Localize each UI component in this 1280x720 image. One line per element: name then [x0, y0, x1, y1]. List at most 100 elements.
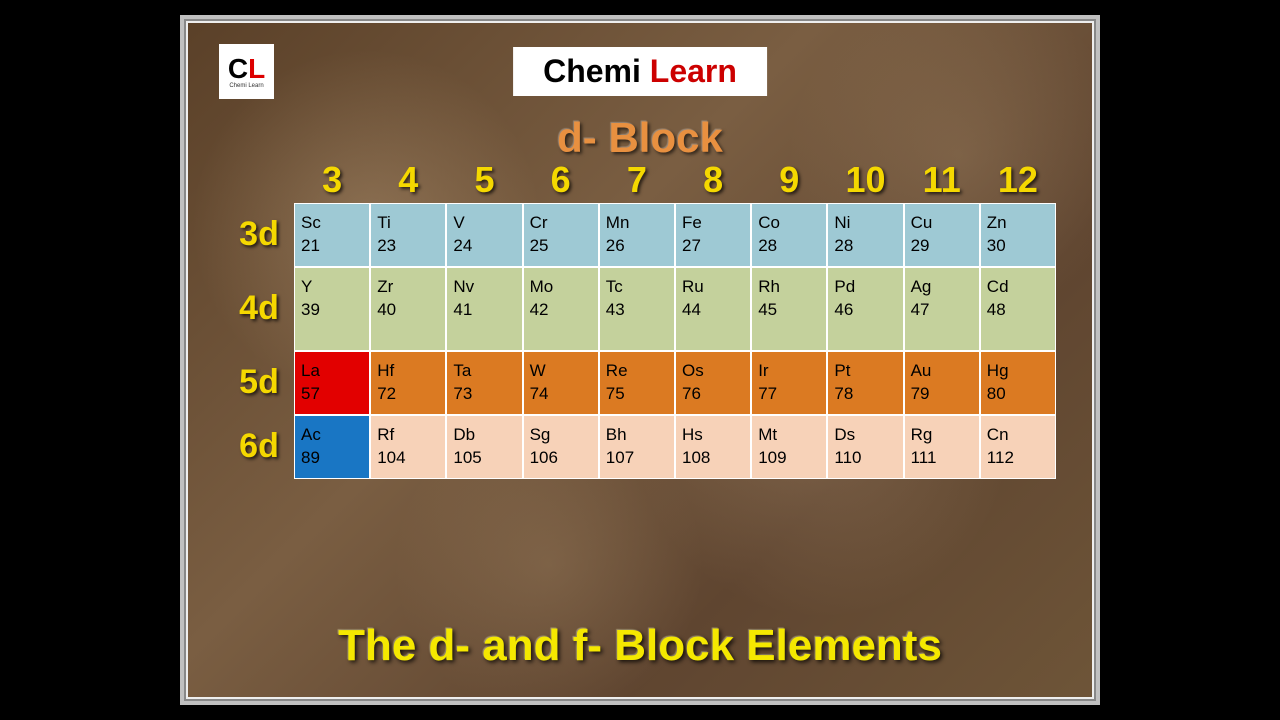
- element-symbol: Ta: [453, 360, 515, 383]
- element-cell-Os: Os76: [675, 351, 751, 415]
- element-grid: 3dSc21Ti23V24Cr25Mn26Fe27Co28Ni28Cu29Zn3…: [224, 203, 1056, 479]
- element-number: 40: [377, 299, 439, 322]
- element-symbol: Y: [301, 276, 363, 299]
- element-cell-Sc: Sc21: [294, 203, 370, 267]
- element-cell-Pt: Pt78: [827, 351, 903, 415]
- column-header-12: 12: [980, 159, 1056, 201]
- brand-banner: Chemi Learn: [513, 47, 767, 96]
- banner-part1: Chemi: [543, 53, 650, 89]
- element-cell-W: W74: [523, 351, 599, 415]
- element-number: 89: [301, 447, 363, 470]
- row-label-6d: 6d: [224, 415, 294, 479]
- element-number: 43: [606, 299, 668, 322]
- element-symbol: W: [530, 360, 592, 383]
- element-symbol: Fe: [682, 212, 744, 235]
- element-symbol: Cr: [530, 212, 592, 235]
- element-symbol: Db: [453, 424, 515, 447]
- column-header-9: 9: [751, 159, 827, 201]
- element-number: 79: [911, 383, 973, 406]
- element-number: 48: [987, 299, 1049, 322]
- element-symbol: Cu: [911, 212, 973, 235]
- element-number: 41: [453, 299, 515, 322]
- element-symbol: Zr: [377, 276, 439, 299]
- element-cell-Y: Y39: [294, 267, 370, 351]
- element-number: 78: [834, 383, 896, 406]
- logo-subtext: Chemi Learn: [229, 83, 263, 89]
- element-number: 105: [453, 447, 515, 470]
- element-symbol: V: [453, 212, 515, 235]
- element-number: 45: [758, 299, 820, 322]
- element-number: 109: [758, 447, 820, 470]
- column-header-11: 11: [904, 159, 980, 201]
- element-cell-Ta: Ta73: [446, 351, 522, 415]
- column-header-8: 8: [675, 159, 751, 201]
- logo-badge: CL Chemi Learn: [219, 44, 274, 99]
- element-number: 77: [758, 383, 820, 406]
- element-number: 108: [682, 447, 744, 470]
- element-cell-Nv: Nv41: [446, 267, 522, 351]
- element-symbol: Bh: [606, 424, 668, 447]
- element-symbol: Rf: [377, 424, 439, 447]
- element-symbol: Re: [606, 360, 668, 383]
- element-symbol: Pt: [834, 360, 896, 383]
- column-header-6: 6: [523, 159, 599, 201]
- column-header-10: 10: [827, 159, 903, 201]
- element-number: 72: [377, 383, 439, 406]
- element-symbol: Ni: [834, 212, 896, 235]
- element-cell-Co: Co28: [751, 203, 827, 267]
- element-symbol: Pd: [834, 276, 896, 299]
- element-cell-Au: Au79: [904, 351, 980, 415]
- element-number: 27: [682, 235, 744, 258]
- element-cell-Zn: Zn30: [980, 203, 1056, 267]
- column-header-4: 4: [370, 159, 446, 201]
- logo-c: C: [228, 53, 248, 84]
- element-cell-Rg: Rg111: [904, 415, 980, 479]
- element-symbol: Mo: [530, 276, 592, 299]
- element-symbol: Hf: [377, 360, 439, 383]
- element-cell-Mo: Mo42: [523, 267, 599, 351]
- element-number: 110: [834, 447, 896, 470]
- element-number: 75: [606, 383, 668, 406]
- element-symbol: Ds: [834, 424, 896, 447]
- element-cell-Zr: Zr40: [370, 267, 446, 351]
- element-symbol: La: [301, 360, 363, 383]
- periodic-table: 3456789101112 3dSc21Ti23V24Cr25Mn26Fe27C…: [224, 159, 1056, 479]
- element-cell-Cr: Cr25: [523, 203, 599, 267]
- column-header-5: 5: [446, 159, 522, 201]
- row-label-5d: 5d: [224, 351, 294, 415]
- element-cell-Mn: Mn26: [599, 203, 675, 267]
- column-header-7: 7: [599, 159, 675, 201]
- logo-l: L: [248, 53, 265, 84]
- element-number: 47: [911, 299, 973, 322]
- element-symbol: Ag: [911, 276, 973, 299]
- element-number: 30: [987, 235, 1049, 258]
- element-cell-Mt: Mt109: [751, 415, 827, 479]
- element-cell-Ag: Ag47: [904, 267, 980, 351]
- element-number: 80: [987, 383, 1049, 406]
- element-number: 112: [987, 447, 1049, 470]
- element-symbol: Hs: [682, 424, 744, 447]
- element-cell-Pd: Pd46: [827, 267, 903, 351]
- element-symbol: Cd: [987, 276, 1049, 299]
- element-number: 42: [530, 299, 592, 322]
- element-cell-Rf: Rf104: [370, 415, 446, 479]
- element-cell-Ni: Ni28: [827, 203, 903, 267]
- element-number: 57: [301, 383, 363, 406]
- banner-part2: Learn: [650, 53, 737, 89]
- element-symbol: Rh: [758, 276, 820, 299]
- element-symbol: Os: [682, 360, 744, 383]
- element-cell-Ds: Ds110: [827, 415, 903, 479]
- element-number: 76: [682, 383, 744, 406]
- element-symbol: Nv: [453, 276, 515, 299]
- element-symbol: Sc: [301, 212, 363, 235]
- element-number: 28: [758, 235, 820, 258]
- element-number: 26: [606, 235, 668, 258]
- element-symbol: Ac: [301, 424, 363, 447]
- section-title: d- Block: [557, 114, 723, 162]
- column-header-3: 3: [294, 159, 370, 201]
- element-cell-Sg: Sg106: [523, 415, 599, 479]
- element-number: 107: [606, 447, 668, 470]
- element-cell-Ac: Ac89: [294, 415, 370, 479]
- element-symbol: Tc: [606, 276, 668, 299]
- element-symbol: Co: [758, 212, 820, 235]
